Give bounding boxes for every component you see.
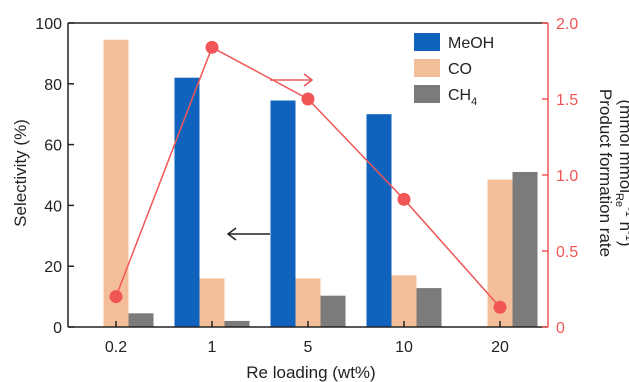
right-tick-label: 2.0 (556, 16, 578, 33)
x-tick-label: 10 (395, 339, 413, 356)
bar-meoh-10 (366, 114, 392, 327)
legend: MeOH CO CH4 (414, 33, 494, 108)
right-tick-label: 0.5 (556, 244, 578, 261)
bar-ch4-1 (224, 320, 250, 327)
right-tick-label: 1.5 (556, 92, 578, 109)
secondary-axis-title: Product formation rate (mmol mmolRe-1 h-… (596, 89, 629, 257)
left-axis-arrow-head (226, 227, 237, 241)
legend-label-meoh: MeOH (448, 35, 494, 52)
bar-ch4-20 (512, 171, 538, 327)
axis-indicator-arrows (226, 73, 314, 241)
bar-ch4-5 (320, 295, 346, 327)
bar-co-10 (391, 275, 417, 327)
left-tick-label: 40 (44, 198, 62, 215)
x-tick-label: 0.2 (105, 339, 127, 356)
secondary-axis-title-line1: Product formation rate (596, 89, 615, 257)
right-tick-label: 0 (556, 320, 565, 337)
bar-meoh-1 (174, 77, 200, 327)
y-axis-title: Selectivity (%) (11, 119, 30, 227)
bar-meoh-5 (270, 100, 296, 328)
left-tick-label: 100 (35, 16, 62, 33)
right-axis-arrow-head (303, 73, 314, 87)
secondary-axis-title-line2: (mmol mmolRe-1 h-1) (613, 100, 629, 247)
bars-layer (103, 39, 538, 328)
legend-swatch-co (414, 59, 440, 77)
x-tick-label: 20 (491, 339, 509, 356)
left-tick-label: 20 (44, 259, 62, 276)
bar-ch4-0.2 (128, 313, 154, 327)
rate-point-20 (493, 300, 507, 314)
rate-line (115, 46, 501, 308)
right-tick-label: 1.0 (556, 168, 578, 185)
legend-label-ch4: CH4 (448, 87, 477, 108)
x-tick-label: 1 (208, 339, 217, 356)
bar-ch4-10 (416, 288, 442, 327)
left-tick-label: 80 (44, 77, 62, 94)
x-tick-label: 5 (304, 339, 313, 356)
rate-point-1 (205, 40, 219, 54)
rate-point-0.2 (109, 290, 123, 304)
rate-line-layer (109, 40, 507, 314)
rate-point-10 (397, 192, 411, 206)
bar-co-0.2 (103, 39, 129, 327)
left-tick-label: 60 (44, 138, 62, 155)
axes-layer: 0 20 40 60 80 100 0 0.5 1.0 1.5 2.0 0.2 1 5 10 20 (35, 16, 578, 356)
bar-co-5 (295, 278, 321, 327)
legend-swatch-ch4 (414, 85, 440, 103)
legend-swatch-meoh (414, 33, 440, 51)
legend-label-co: CO (448, 61, 472, 78)
left-tick-label: 0 (53, 320, 62, 337)
rate-point-5 (301, 92, 315, 106)
bar-co-1 (199, 278, 225, 327)
x-axis-title: Re loading (wt%) (246, 363, 375, 382)
